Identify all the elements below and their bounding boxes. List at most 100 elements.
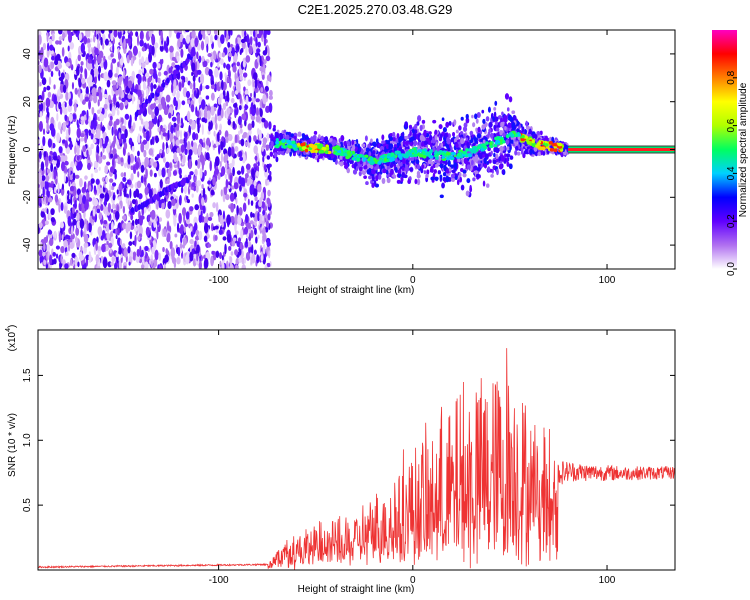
noise-blob bbox=[129, 153, 134, 163]
noise-blob bbox=[137, 99, 141, 105]
noise-blob bbox=[257, 83, 262, 89]
noise-blob bbox=[70, 225, 74, 236]
noise-blob bbox=[148, 75, 152, 83]
noise-blob bbox=[98, 187, 103, 195]
noise-blob bbox=[139, 114, 142, 121]
noise-blob bbox=[134, 218, 138, 226]
noise-blob bbox=[176, 257, 181, 265]
noise-blob bbox=[220, 189, 223, 197]
noise-blob bbox=[100, 151, 103, 157]
noise-blob bbox=[150, 103, 155, 110]
noise-blob bbox=[164, 254, 169, 263]
noise-blob bbox=[191, 71, 194, 77]
noise-blob bbox=[108, 242, 113, 249]
noise-blob bbox=[249, 252, 252, 258]
noise-blob bbox=[170, 250, 175, 258]
signal-blob bbox=[483, 162, 488, 169]
noise-blob bbox=[85, 119, 89, 125]
noise-blob bbox=[117, 196, 123, 201]
noise-blob bbox=[263, 38, 267, 47]
noise-blob bbox=[111, 182, 117, 187]
noise-blob bbox=[117, 30, 122, 39]
noise-blob bbox=[176, 55, 180, 62]
noise-blob bbox=[265, 226, 269, 233]
noise-blob bbox=[173, 216, 177, 227]
noise-blob bbox=[156, 63, 161, 69]
noise-blob bbox=[74, 145, 77, 155]
signal-blob bbox=[500, 155, 506, 162]
noise-blob bbox=[42, 252, 46, 257]
signal-blob bbox=[273, 124, 276, 129]
signal-blob bbox=[445, 168, 450, 174]
signal-blob bbox=[440, 142, 444, 148]
noise-blob bbox=[98, 166, 101, 171]
signal-blob bbox=[482, 139, 486, 144]
noise-blob bbox=[214, 225, 219, 230]
noise-blob bbox=[208, 123, 212, 132]
noise-blob bbox=[125, 193, 129, 199]
noise-blob bbox=[128, 50, 133, 61]
signal-blob bbox=[438, 124, 443, 130]
noise-blob bbox=[137, 235, 141, 241]
signal-blob bbox=[421, 164, 425, 170]
noise-blob bbox=[209, 211, 214, 218]
noise-blob bbox=[182, 237, 187, 246]
noise-blob bbox=[215, 122, 218, 131]
signal-blob bbox=[477, 126, 481, 133]
signal-blob bbox=[324, 136, 329, 142]
noise-blob bbox=[48, 232, 53, 240]
noise-blob bbox=[112, 194, 116, 201]
noise-blob bbox=[178, 228, 182, 233]
signal-blob bbox=[390, 168, 394, 175]
streak-point bbox=[174, 181, 179, 188]
noise-blob bbox=[170, 83, 174, 94]
noise-blob bbox=[219, 161, 222, 168]
noise-blob bbox=[69, 174, 73, 181]
signal-blob bbox=[505, 139, 510, 145]
noise-blob bbox=[213, 130, 216, 137]
signal-blob bbox=[417, 115, 422, 122]
noise-blob bbox=[143, 132, 147, 139]
noise-blob bbox=[234, 134, 238, 144]
noise-blob bbox=[90, 120, 94, 130]
noise-blob bbox=[46, 48, 50, 58]
noise-blob bbox=[95, 60, 98, 68]
noise-blob bbox=[173, 122, 177, 128]
noise-blob bbox=[171, 56, 176, 61]
noise-blob bbox=[84, 223, 87, 235]
noise-blob bbox=[253, 135, 257, 142]
noise-blob bbox=[210, 92, 215, 101]
noise-blob bbox=[173, 78, 177, 90]
noise-blob bbox=[95, 254, 100, 263]
noise-blob bbox=[113, 121, 117, 131]
noise-blob bbox=[106, 144, 111, 154]
noise-blob bbox=[49, 49, 54, 55]
noise-blob bbox=[153, 161, 158, 169]
noise-blob bbox=[193, 55, 196, 61]
noise-blob bbox=[227, 146, 232, 157]
noise-blob bbox=[46, 168, 50, 174]
signal-blob bbox=[509, 116, 514, 123]
noise-blob bbox=[137, 77, 141, 86]
noise-blob bbox=[172, 145, 178, 155]
noise-blob bbox=[86, 191, 90, 201]
noise-blob bbox=[168, 67, 172, 74]
noise-blob bbox=[96, 30, 102, 34]
noise-blob bbox=[269, 89, 273, 97]
noise-blob bbox=[268, 95, 273, 100]
noise-blob bbox=[201, 197, 205, 206]
noise-blob bbox=[61, 102, 66, 110]
noise-blob bbox=[143, 80, 146, 91]
noise-blob bbox=[91, 106, 95, 115]
noise-blob bbox=[239, 242, 243, 251]
noise-blob bbox=[74, 161, 77, 167]
noise-blob bbox=[168, 112, 172, 119]
noise-blob bbox=[43, 236, 48, 244]
noise-blob bbox=[41, 90, 45, 101]
noise-blob bbox=[46, 111, 50, 118]
signal-blob bbox=[511, 122, 516, 128]
signal-blob bbox=[378, 173, 382, 180]
spectrogram-marks bbox=[38, 30, 675, 269]
signal-blob bbox=[428, 131, 432, 135]
noise-blob bbox=[172, 205, 177, 210]
